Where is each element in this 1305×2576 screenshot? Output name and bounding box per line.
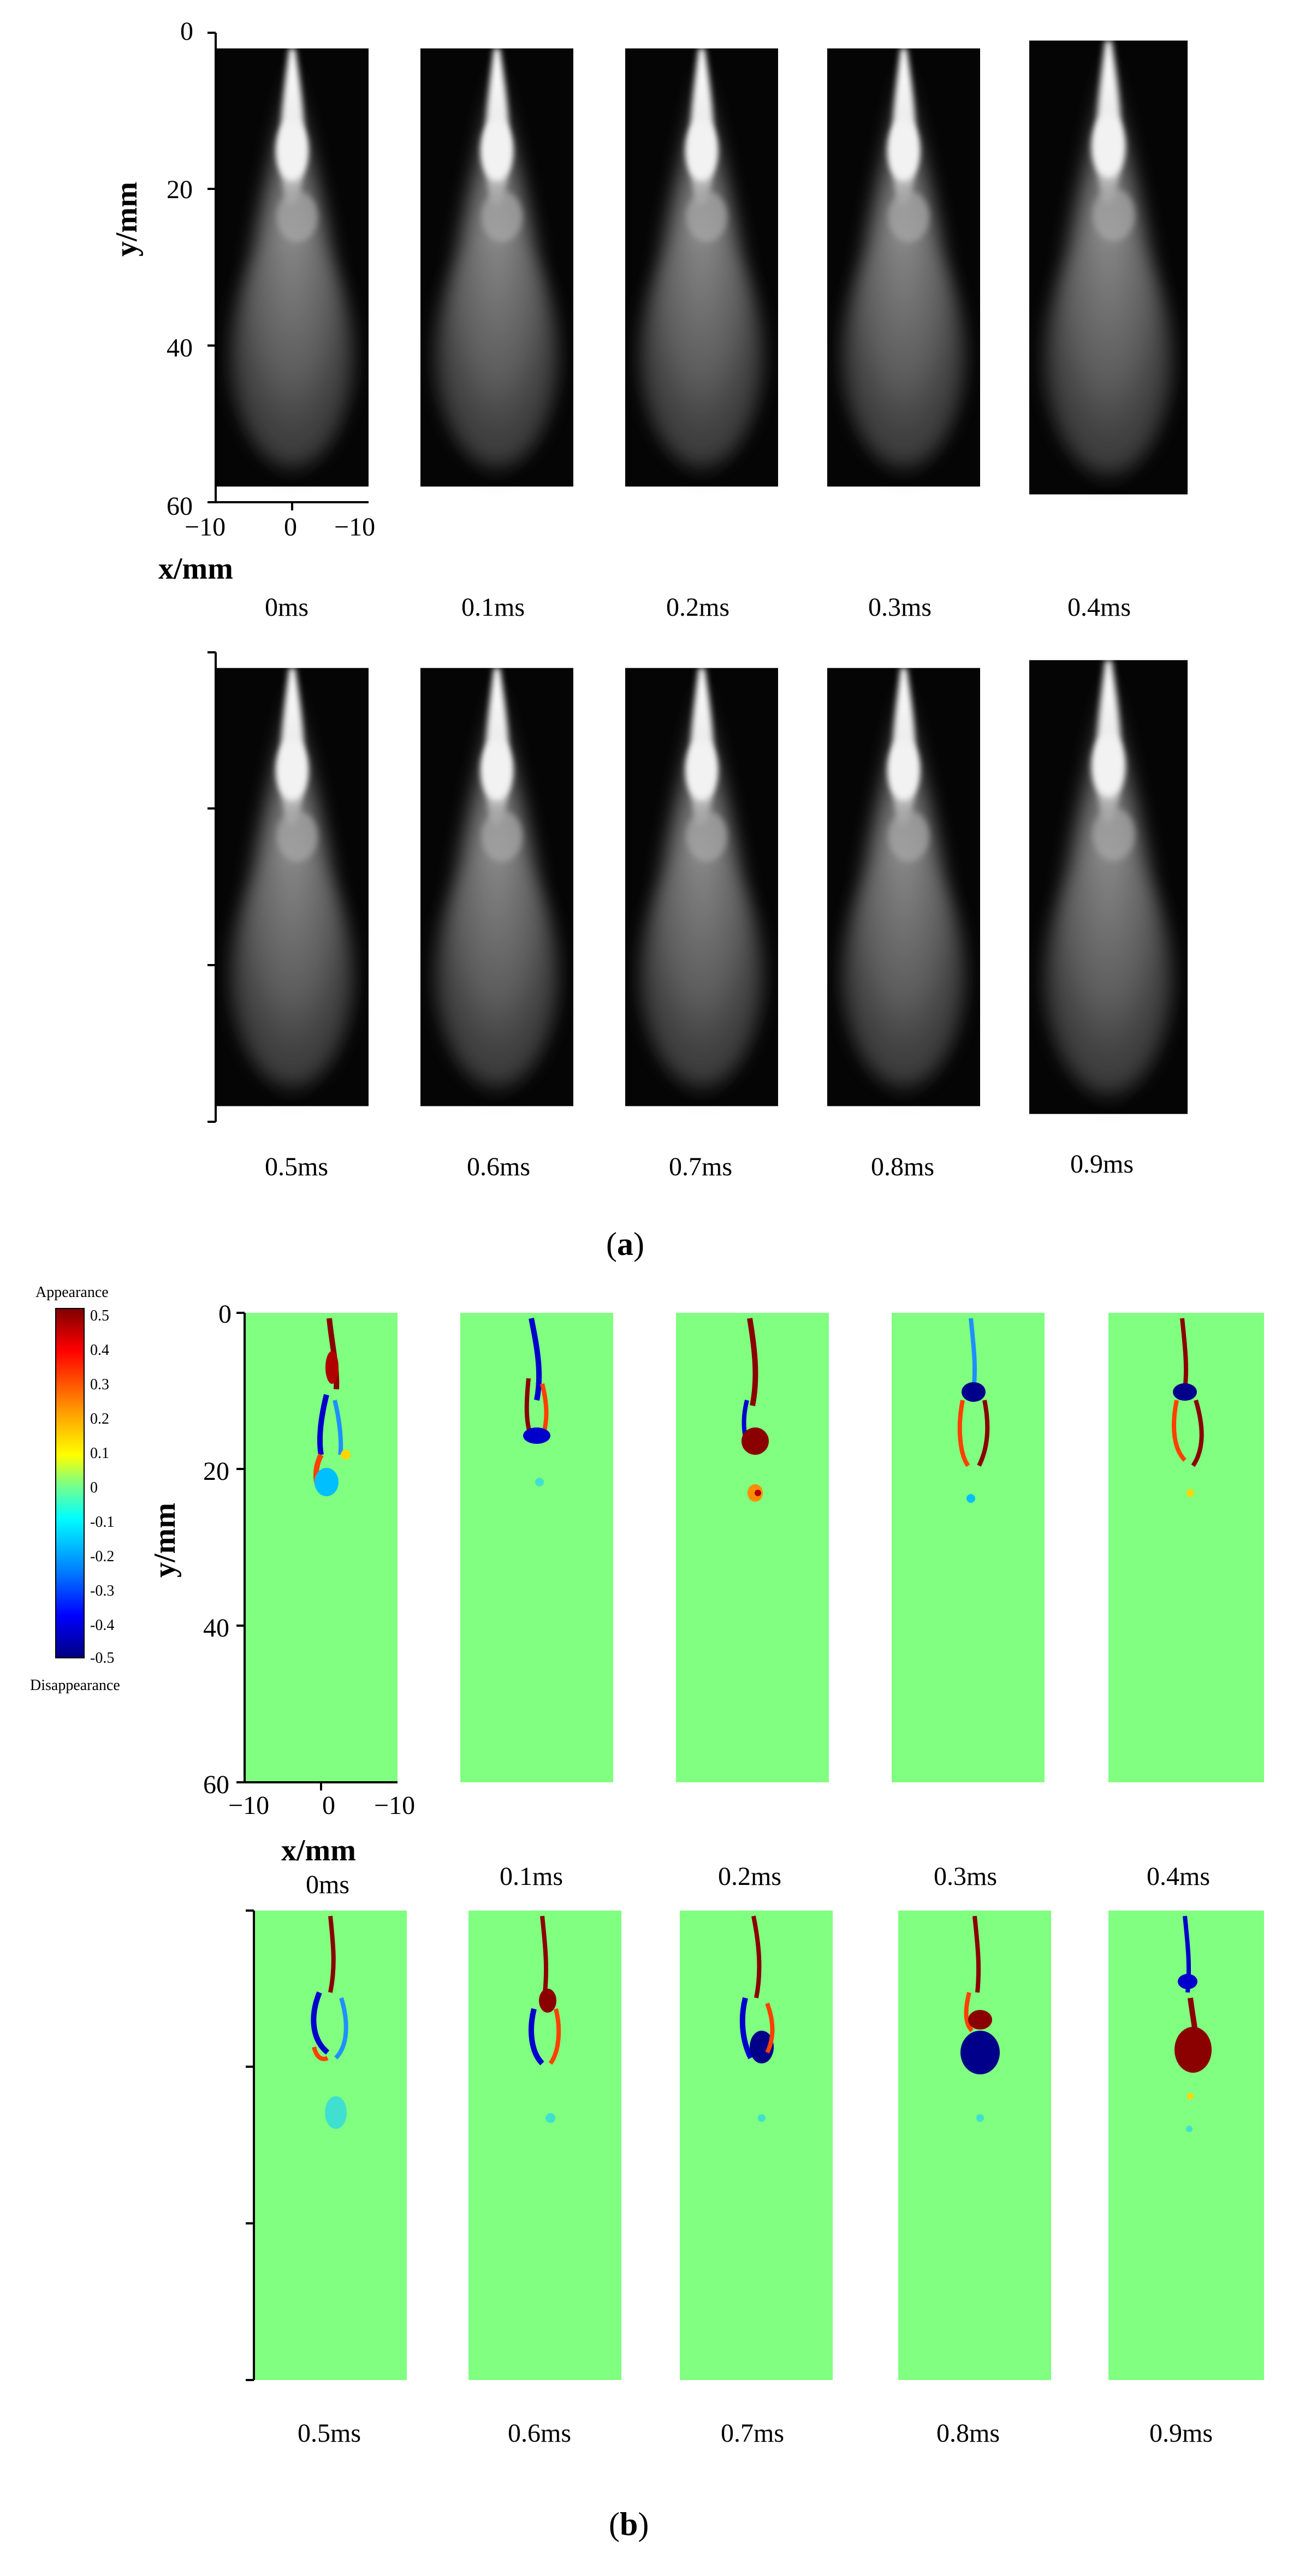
diff-map-0.6ms bbox=[468, 1911, 621, 2380]
colorbar-tick: 0.4 bbox=[90, 1342, 109, 1359]
panel-a-x-tick: −10 bbox=[185, 513, 226, 542]
time-label: 0.8ms bbox=[871, 1152, 935, 1181]
colorbar-tick: -0.3 bbox=[90, 1583, 115, 1599]
time-label: 0.5ms bbox=[265, 1152, 329, 1181]
colorbar-top-label: Appearance bbox=[35, 1284, 109, 1301]
panel-b-axes-row1 bbox=[236, 1312, 398, 1790]
colorbar bbox=[55, 1308, 85, 1658]
panel-a-y-tick: 0 bbox=[180, 17, 193, 46]
colorbar-tick: 0 bbox=[90, 1479, 98, 1496]
panel-a-x-axis-title: x/mm bbox=[158, 552, 233, 586]
spray-image-0.8ms bbox=[827, 652, 980, 1122]
diff-map-0.3ms bbox=[892, 1313, 1045, 1782]
colorbar-tick: -0.4 bbox=[90, 1617, 115, 1634]
diff-map-0.8ms bbox=[898, 1911, 1051, 2380]
time-label: 0.7ms bbox=[721, 2419, 785, 2448]
spray-image-0.3ms bbox=[827, 33, 980, 502]
colorbar-tick: 0.1 bbox=[90, 1445, 109, 1462]
panel-a-axes-row1 bbox=[207, 32, 369, 510]
time-label: 0.2ms bbox=[666, 593, 730, 622]
spray-image-0.6ms bbox=[420, 652, 573, 1122]
diff-map-0.5ms bbox=[254, 1911, 407, 2380]
diff-map-0ms bbox=[245, 1313, 398, 1782]
time-label: 0.5ms bbox=[298, 2419, 361, 2448]
spray-image-0.2ms bbox=[625, 33, 778, 502]
panel-b-y-axis-title: y/mm bbox=[148, 1503, 182, 1578]
panel-b-x-axis-title: x/mm bbox=[281, 1834, 356, 1867]
colorbar-tick: 0.3 bbox=[90, 1376, 109, 1393]
colorbar-bottom-label: Disappearance bbox=[30, 1677, 120, 1694]
panel-b-x-tick: −10 bbox=[228, 1791, 270, 1820]
diff-map-0.1ms bbox=[460, 1313, 613, 1782]
panel-b-label: (b) bbox=[609, 2506, 649, 2542]
time-label: 0.4ms bbox=[1147, 1862, 1211, 1891]
time-label: 0.3ms bbox=[934, 1862, 998, 1891]
panel-b-x-tick: 0 bbox=[322, 1791, 335, 1820]
panel-a-x-tick: −10 bbox=[334, 513, 376, 542]
panel-a-x-tick: 0 bbox=[284, 513, 297, 542]
time-label: 0.6ms bbox=[508, 2419, 572, 2448]
time-label: 0.3ms bbox=[868, 593, 932, 622]
spray-image-0.7ms bbox=[625, 652, 778, 1122]
panel-a-y-tick: 20 bbox=[167, 175, 193, 204]
time-label: 0.7ms bbox=[669, 1152, 733, 1181]
panel-a-label: (a) bbox=[606, 1226, 644, 1262]
spray-image-0.4ms bbox=[1029, 33, 1188, 502]
panel-a-y-axis-title: y/mm bbox=[110, 182, 144, 257]
panel-b-y-tick: 40 bbox=[203, 1614, 229, 1643]
diff-map-0.9ms bbox=[1108, 1911, 1264, 2380]
time-label: 0.4ms bbox=[1067, 593, 1131, 622]
diff-map-0.2ms bbox=[676, 1313, 829, 1782]
spray-image-0.5ms bbox=[216, 652, 369, 1122]
time-label: 0.9ms bbox=[1149, 2419, 1213, 2448]
panel-a-y-tick: 40 bbox=[167, 334, 193, 362]
time-label: 0ms bbox=[265, 593, 309, 622]
colorbar-tick: 0.2 bbox=[90, 1411, 109, 1427]
panel-b-y-tick: 20 bbox=[203, 1457, 229, 1486]
colorbar-tick: -0.5 bbox=[90, 1650, 115, 1667]
panel-b-y-tick: 60 bbox=[203, 1770, 229, 1799]
time-label: 0.1ms bbox=[461, 593, 525, 622]
time-label: 0.9ms bbox=[1070, 1150, 1134, 1179]
colorbar-tick: -0.2 bbox=[90, 1548, 115, 1565]
diff-map-0.4ms bbox=[1108, 1313, 1264, 1782]
panel-a-y-tick: 60 bbox=[167, 492, 193, 521]
panel-b-x-tick: −10 bbox=[374, 1791, 416, 1820]
time-label: 0.1ms bbox=[500, 1862, 563, 1891]
time-label: 0.2ms bbox=[718, 1862, 782, 1891]
panel-a-axes-row2 bbox=[207, 651, 217, 1123]
time-label: 0.6ms bbox=[467, 1152, 531, 1181]
spray-image-0.1ms bbox=[420, 33, 573, 502]
panel-b-y-tick: 0 bbox=[218, 1300, 232, 1329]
time-label: 0ms bbox=[306, 1870, 350, 1899]
panel-b-axes-row2 bbox=[246, 1909, 255, 2381]
colorbar-tick: -0.1 bbox=[90, 1514, 115, 1531]
spray-image-0.9ms bbox=[1029, 652, 1188, 1122]
colorbar-tick: 0.5 bbox=[90, 1307, 109, 1324]
time-label: 0.8ms bbox=[936, 2419, 1000, 2448]
diff-map-0.7ms bbox=[680, 1911, 833, 2380]
